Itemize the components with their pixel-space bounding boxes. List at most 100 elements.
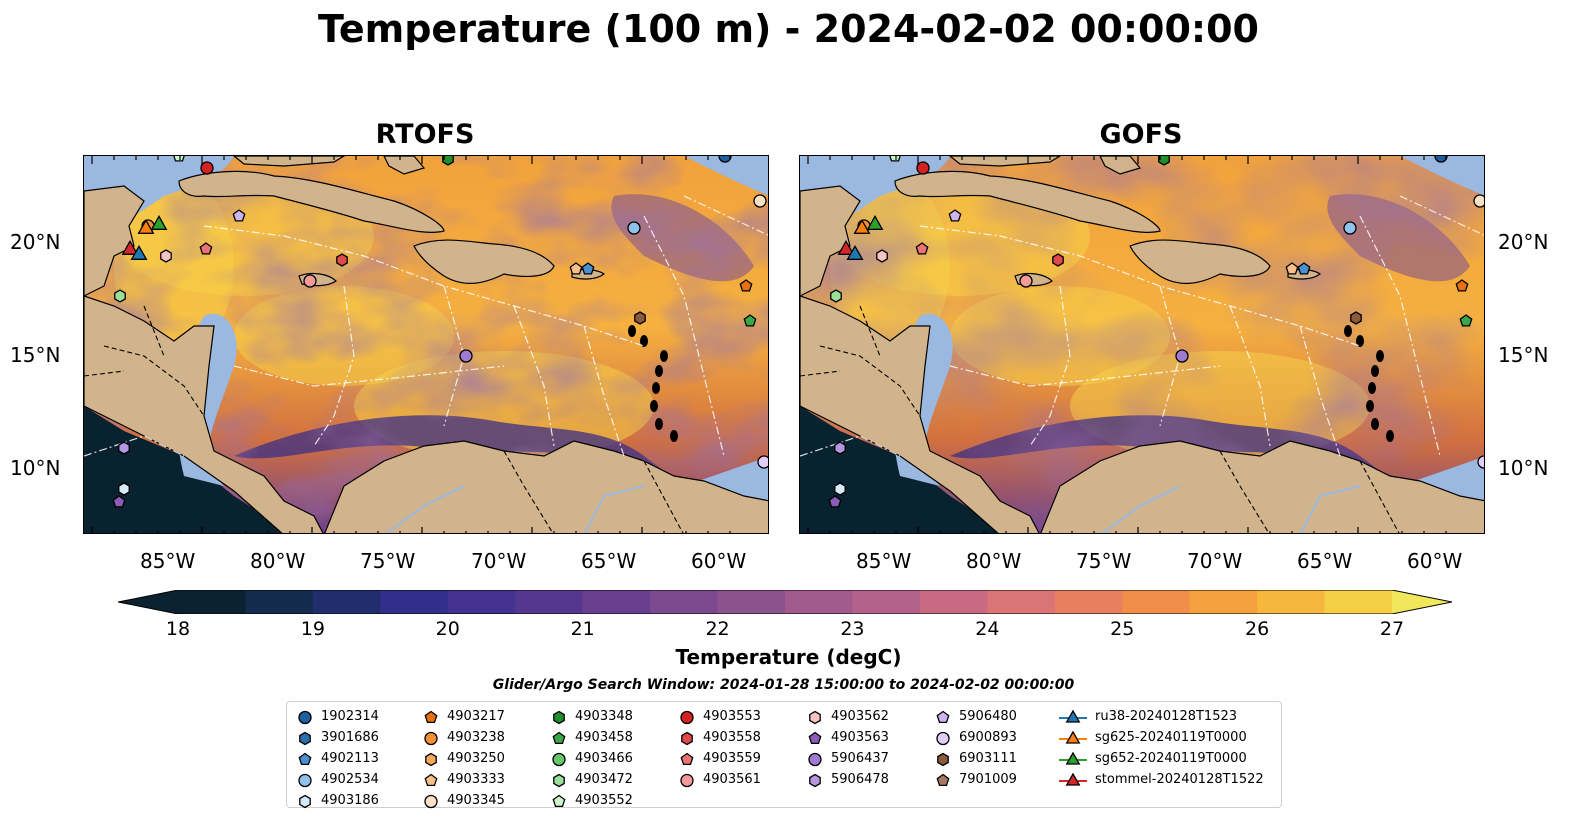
legend-marker[interactable]	[936, 710, 950, 723]
pentagon-marker-icon	[552, 794, 566, 807]
glider-ru38[interactable]	[130, 244, 148, 260]
legend-marker[interactable]	[936, 773, 950, 786]
float-4903562[interactable]	[160, 249, 172, 263]
float-4903217[interactable]	[739, 279, 753, 292]
lon-tick-70w-left: 70°W	[471, 549, 527, 573]
legend-marker[interactable]	[298, 710, 312, 724]
float-4903458[interactable]	[743, 314, 757, 327]
float-4903552[interactable]	[889, 156, 901, 162]
legend-marker[interactable]	[681, 731, 693, 745]
float-4903563[interactable]	[112, 495, 126, 508]
glider-sg652[interactable]	[866, 214, 884, 230]
lon-tick-80w-left: 80°W	[250, 549, 306, 573]
legend-marker[interactable]	[1065, 772, 1081, 786]
legend-marker[interactable]	[425, 752, 437, 766]
land-hispaniola	[1129, 239, 1271, 284]
float-4903563[interactable]	[828, 495, 842, 508]
float-4903458[interactable]	[1459, 314, 1473, 327]
legend-item: 4903345	[423, 790, 505, 811]
float-5906437[interactable]	[459, 349, 473, 363]
glider-stommel[interactable]	[121, 239, 139, 255]
legend-marker[interactable]	[809, 773, 821, 787]
legend-column: ru38-20240128T1523 sg625-20240119T0000 sg6…	[1059, 706, 1264, 790]
float-4903561[interactable]	[1019, 274, 1033, 288]
legend-marker[interactable]	[298, 773, 312, 787]
legend-marker[interactable]	[1065, 751, 1081, 765]
float-4902534[interactable]	[1343, 221, 1357, 235]
float-6903111[interactable]	[1350, 311, 1362, 325]
float-4903333[interactable]	[1285, 262, 1299, 275]
lat-tick-20n-right: 20°N	[1498, 230, 1549, 254]
legend-marker[interactable]	[424, 773, 438, 786]
legend-marker[interactable]	[553, 710, 565, 724]
legend-marker[interactable]	[808, 731, 822, 744]
legend-marker[interactable]	[424, 710, 438, 723]
float-4902113[interactable]	[581, 262, 595, 275]
float-4903345[interactable]	[1473, 194, 1485, 208]
map-rtofs[interactable]	[83, 155, 769, 534]
float-4903553[interactable]	[916, 161, 930, 175]
float-6900893[interactable]	[757, 455, 769, 469]
float-4903559[interactable]	[915, 242, 929, 255]
colorbar-bin	[245, 590, 314, 614]
float-4903186[interactable]	[834, 482, 846, 496]
legend-marker[interactable]	[680, 773, 694, 787]
legend-marker[interactable]	[299, 731, 311, 745]
float-4902113[interactable]	[1297, 262, 1311, 275]
legend-marker[interactable]	[1065, 730, 1081, 744]
float-4903217[interactable]	[1455, 279, 1469, 292]
float-4903558[interactable]	[1052, 253, 1064, 267]
legend-item: 4903238	[423, 727, 505, 748]
legend-marker[interactable]	[1065, 709, 1081, 723]
legend-marker[interactable]	[299, 794, 311, 808]
legend-marker[interactable]	[553, 773, 565, 787]
float-6903111[interactable]	[634, 311, 646, 325]
legend-item: 6900893	[935, 727, 1017, 748]
float-4903552[interactable]	[173, 156, 185, 162]
float-4903348[interactable]	[442, 156, 454, 166]
float-4903348[interactable]	[1158, 156, 1170, 166]
glider-sg625[interactable]	[137, 218, 155, 234]
map-gofs[interactable]	[799, 155, 1485, 534]
float-4903472[interactable]	[830, 289, 842, 303]
legend-marker[interactable]	[680, 710, 694, 724]
float-5906478[interactable]	[118, 441, 130, 455]
float-1902314[interactable]	[718, 156, 732, 163]
float-5906437[interactable]	[1175, 349, 1189, 363]
glider-sg652[interactable]	[150, 214, 168, 230]
float-4903472[interactable]	[114, 289, 126, 303]
legend-marker[interactable]	[552, 752, 566, 766]
float-4903186[interactable]	[118, 482, 130, 496]
glider-stommel[interactable]	[837, 239, 855, 255]
lesser-antilles-island	[1371, 418, 1379, 430]
legend-marker[interactable]	[809, 710, 821, 724]
land-hispaniola	[413, 239, 555, 284]
colorbar-bin	[1324, 590, 1393, 614]
lesser-antilles-island	[1371, 365, 1379, 377]
float-4903553[interactable]	[200, 161, 214, 175]
legend-marker[interactable]	[552, 794, 566, 807]
glider-sg625[interactable]	[853, 218, 871, 234]
float-4903562[interactable]	[876, 249, 888, 263]
legend-marker[interactable]	[936, 731, 950, 745]
float-6900893[interactable]	[1477, 455, 1485, 469]
float-4903559[interactable]	[199, 242, 213, 255]
float-1902314[interactable]	[1434, 156, 1448, 163]
float-5906480[interactable]	[948, 209, 962, 222]
glider-ru38[interactable]	[846, 244, 864, 260]
legend-marker[interactable]	[298, 752, 312, 765]
float-4902534[interactable]	[627, 221, 641, 235]
float-4903333[interactable]	[569, 262, 583, 275]
legend-marker[interactable]	[424, 731, 438, 745]
legend-marker[interactable]	[552, 731, 566, 744]
float-5906480[interactable]	[232, 209, 246, 222]
legend-marker[interactable]	[937, 752, 949, 766]
legend-marker[interactable]	[680, 752, 694, 765]
float-5906478[interactable]	[834, 441, 846, 455]
eez-boundary	[1299, 325, 1341, 457]
legend-marker[interactable]	[808, 752, 822, 766]
float-4903345[interactable]	[753, 194, 767, 208]
float-4903558[interactable]	[336, 253, 348, 267]
float-4903561[interactable]	[303, 274, 317, 288]
legend-marker[interactable]	[424, 794, 438, 808]
